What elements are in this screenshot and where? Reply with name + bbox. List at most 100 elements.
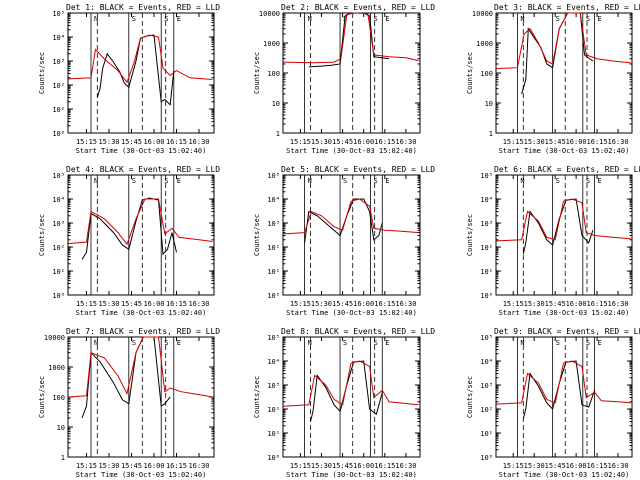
y-tick-label: 10³ <box>480 220 493 228</box>
x-axis-label: Start Time (30-Oct-03 15:02:40) <box>76 471 207 479</box>
marker-label: N <box>94 177 98 185</box>
marker-label: S <box>164 339 168 347</box>
marker-label: S <box>586 339 590 347</box>
x-axis-label: Start Time (30-Oct-03 15:02:40) <box>499 309 630 317</box>
marker-label: E <box>177 339 181 347</box>
y-axis-label: Counts/sec <box>466 52 474 94</box>
marker-label: E <box>177 15 181 23</box>
y-tick-label: 10³ <box>267 220 280 228</box>
y-tick-label: 10³ <box>267 382 280 390</box>
x-tick-label: 15:45 <box>332 462 353 470</box>
x-tick-label: 15:15 <box>290 300 311 308</box>
y-tick-label: 10³ <box>52 58 65 66</box>
marker-label: E <box>385 177 389 185</box>
x-tick-label: 15:45 <box>332 300 353 308</box>
panel-title: Det 8: BLACK = Events, RED = LLD <box>281 327 435 336</box>
y-tick-label: 1000 <box>48 364 65 372</box>
y-tick-label: 10² <box>267 244 280 252</box>
y-tick-label: 10² <box>480 244 493 252</box>
plot-frame <box>67 336 215 458</box>
marker-label: N <box>94 15 98 23</box>
x-tick-label: 16:00 <box>566 462 587 470</box>
panel-title: Det 2: BLACK = Events, RED = LLD <box>281 3 435 12</box>
y-tick-label: 10¹ <box>267 430 280 438</box>
x-tick-label: 16:15 <box>166 138 187 146</box>
y-tick-label: 10² <box>267 406 280 414</box>
y-tick-label: 10² <box>480 406 493 414</box>
y-tick-label: 10⁰ <box>52 130 65 138</box>
marker-label: S <box>343 339 347 347</box>
x-axis-label: Start Time (30-Oct-03 15:02:40) <box>499 471 630 479</box>
panel-det-6: Det 6: BLACK = Events, RED = LLD 10⁰ 10¹ 10… <box>466 165 640 317</box>
y-tick-label: 10⁴ <box>267 358 280 366</box>
plot-frame <box>495 336 633 458</box>
y-tick-label: 1 <box>276 130 280 138</box>
series-line-lld <box>496 198 631 242</box>
panel-title: Det 7: BLACK = Events, RED = LLD <box>66 327 220 336</box>
plot-frame <box>282 12 421 134</box>
x-tick-label: 15:45 <box>121 138 142 146</box>
panel-det-9: Det 9: BLACK = Events, RED = LLD 10⁰ 10¹ 10… <box>466 327 640 479</box>
y-tick-label: 10⁰ <box>480 454 493 462</box>
y-tick-label: 10² <box>52 82 65 90</box>
x-tick-label: 15:30 <box>524 138 545 146</box>
series-line-lld <box>68 336 213 398</box>
series-line-events <box>522 198 594 255</box>
x-tick-label: 16:15 <box>587 300 608 308</box>
marker-label: S <box>132 177 136 185</box>
y-tick-label: 10¹ <box>480 268 493 276</box>
y-tick-label: 10⁰ <box>480 292 493 300</box>
marker-label: E <box>177 177 181 185</box>
marker-label: E <box>598 177 602 185</box>
x-tick-label: 15:30 <box>98 462 119 470</box>
panel-title: Det 9: BLACK = Events, RED = LLD <box>494 327 640 336</box>
panel-det-8: Det 8: BLACK = Events, RED = LLD 10⁰ 10¹ 10… <box>253 327 435 479</box>
x-tick-label: 15:30 <box>311 138 332 146</box>
y-tick-label: 10⁵ <box>480 172 493 180</box>
x-axis-label: Start Time (30-Oct-03 15:02:40) <box>286 147 417 155</box>
y-tick-label: 10000 <box>259 10 280 18</box>
plot-frame <box>67 12 215 134</box>
panel-title: Det 1: BLACK = Events, RED = LLD <box>66 3 220 12</box>
y-tick-label: 10³ <box>52 220 65 228</box>
marker-label: E <box>385 339 389 347</box>
x-tick-label: 16:15 <box>166 462 187 470</box>
panel-det-4: Det 4: BLACK = Events, RED = LLD 10⁰ 10¹ 10… <box>38 165 220 317</box>
marker-label: S <box>556 15 560 23</box>
x-tick-label: 16:00 <box>353 462 374 470</box>
marker-label: S <box>586 15 590 23</box>
x-tick-label: 15:15 <box>290 138 311 146</box>
plot-frame <box>67 174 215 296</box>
marker-label: S <box>586 177 590 185</box>
x-tick-label: 16:15 <box>374 300 395 308</box>
x-tick-label: 16:30 <box>395 300 416 308</box>
plot-frame <box>495 174 633 296</box>
x-tick-label: 15:15 <box>503 462 524 470</box>
x-tick-label: 15:45 <box>545 138 566 146</box>
series-line-events <box>81 336 171 419</box>
plot-frame <box>282 336 421 458</box>
y-tick-label: 100 <box>52 394 65 402</box>
y-tick-label: 10⁵ <box>52 172 65 180</box>
x-tick-label: 16:00 <box>143 300 164 308</box>
y-tick-label: 10⁵ <box>267 334 280 342</box>
x-tick-label: 16:15 <box>374 138 395 146</box>
panel-det-5: Det 5: BLACK = Events, RED = LLD 10⁰ 10¹ 10… <box>253 165 435 317</box>
marker-label: S <box>132 15 136 23</box>
x-tick-label: 15:30 <box>311 300 332 308</box>
marker-label: N <box>308 339 312 347</box>
x-tick-label: 15:15 <box>290 462 311 470</box>
y-tick-label: 10¹ <box>480 430 493 438</box>
y-tick-label: 1000 <box>476 40 493 48</box>
y-tick-label: 10⁵ <box>480 334 493 342</box>
y-tick-label: 10⁴ <box>480 358 493 366</box>
x-axis-label: Start Time (30-Oct-03 15:02:40) <box>286 471 417 479</box>
marker-label: N <box>520 177 524 185</box>
x-tick-label: 15:15 <box>76 138 97 146</box>
x-tick-label: 16:30 <box>607 300 628 308</box>
y-tick-label: 10⁴ <box>267 196 280 204</box>
panel-title: Det 5: BLACK = Events, RED = LLD <box>281 165 435 174</box>
x-axis-label: Start Time (30-Oct-03 15:02:40) <box>286 309 417 317</box>
x-tick-label: 16:30 <box>395 462 416 470</box>
y-tick-label: 10⁰ <box>52 292 65 300</box>
